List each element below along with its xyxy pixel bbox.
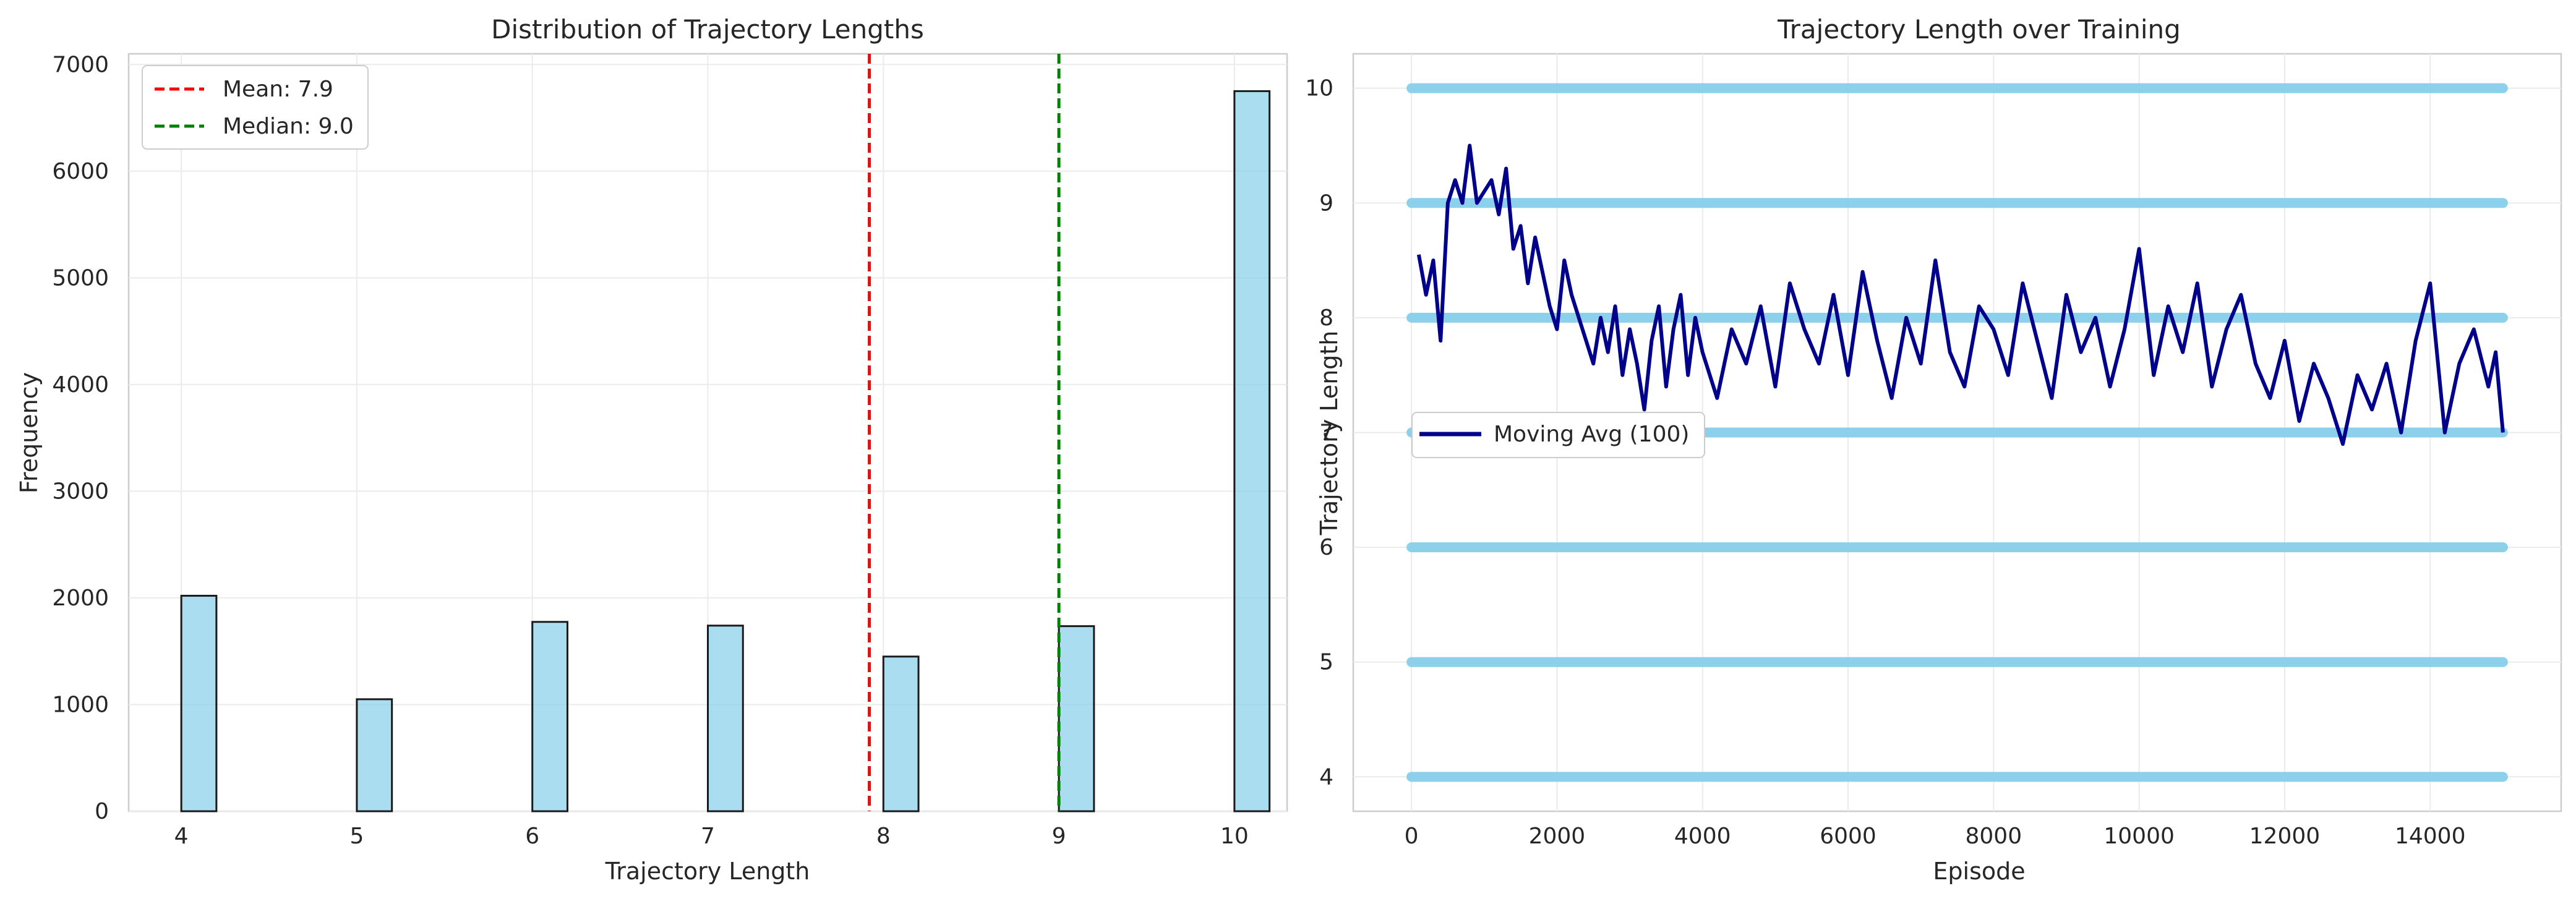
- x-tick-label: 6000: [1820, 824, 1876, 849]
- x-tick-label: 6: [525, 824, 539, 849]
- y-tick-label: 6000: [52, 159, 109, 184]
- x-tick-label: 0: [1405, 824, 1419, 849]
- histogram-x-label: Trajectory Length: [605, 858, 810, 885]
- moving-average-line: [1416, 143, 2505, 446]
- bar: [1058, 625, 1095, 812]
- x-tick-label: 8: [876, 824, 891, 849]
- histogram-legend: Mean: 7.9 Median: 9.0: [142, 65, 369, 150]
- x-tick-label: 10: [1220, 824, 1249, 849]
- y-tick-label: 4: [1319, 764, 1333, 790]
- y-tick-label: 0: [95, 799, 109, 824]
- x-tick-label: 4000: [1674, 824, 1731, 849]
- y-tick-label: 7: [1319, 420, 1333, 446]
- training-legend: Moving Avg (100): [1411, 412, 1705, 458]
- bar: [707, 625, 744, 812]
- histogram-title: Distribution of Trajectory Lengths: [491, 14, 924, 45]
- histogram-panel: 4 5 6 7 8 9 10 0 1000 2000 3000 4000 5000 6000 7000 D…: [15, 14, 1288, 885]
- x-tick-label: 9: [1052, 824, 1066, 849]
- x-tick-label: 14000: [2395, 824, 2466, 849]
- training-x-ticks: 0 2000 4000 6000 8000 10000 12000 14000: [1405, 824, 2466, 849]
- histogram-y-label: Frequency: [15, 372, 43, 493]
- y-tick-label: 3000: [52, 479, 109, 504]
- training-scatter: [1406, 83, 2508, 782]
- training-title: Trajectory Length over Training: [1777, 14, 2181, 45]
- bar: [180, 594, 218, 812]
- x-tick-label: 7: [701, 824, 715, 849]
- training-y-ticks: 4 5 6 7 8 9 10: [1305, 76, 1333, 790]
- y-tick-label: 2000: [52, 586, 109, 611]
- training-legend-box: [1411, 412, 1705, 458]
- x-tick-label: 2000: [1529, 824, 1586, 849]
- x-tick-label: 5: [349, 824, 364, 849]
- legend-moving-avg-label: Moving Avg (100): [1494, 422, 1689, 447]
- histogram-bars: [180, 90, 1271, 812]
- y-tick-label: 5000: [52, 265, 109, 291]
- y-tick-label: 9: [1319, 190, 1333, 216]
- y-tick-label: 8: [1319, 305, 1333, 331]
- x-tick-label: 12000: [2249, 824, 2321, 849]
- histogram-legend-box: [142, 65, 369, 150]
- y-tick-label: 7000: [52, 52, 109, 77]
- legend-median-label: Median: 9.0: [223, 114, 354, 139]
- legend-mean-label: Mean: 7.9: [223, 77, 333, 102]
- y-tick-label: 4000: [52, 372, 109, 398]
- histogram-x-ticks: 4 5 6 7 8 9 10: [174, 824, 1249, 849]
- bar: [531, 621, 568, 812]
- x-tick-label: 8000: [1966, 824, 2022, 849]
- bar: [1233, 90, 1271, 812]
- training-y-label: Trajectory Length: [1316, 331, 1343, 536]
- bar: [356, 698, 393, 812]
- training-moving-average: [1416, 143, 2505, 446]
- x-tick-label: 4: [174, 824, 189, 849]
- y-tick-label: 6: [1319, 535, 1333, 560]
- x-tick-label: 10000: [2103, 824, 2175, 849]
- histogram-reference-lines: [868, 54, 1061, 811]
- training-x-label: Episode: [1933, 858, 2025, 885]
- bar: [882, 655, 920, 812]
- histogram-y-ticks: 0 1000 2000 3000 4000 5000 6000 7000: [52, 52, 109, 824]
- y-tick-label: 1000: [52, 692, 109, 717]
- y-tick-label: 5: [1319, 650, 1333, 675]
- y-tick-label: 10: [1305, 76, 1333, 101]
- training-panel: 0 2000 4000 6000 8000 10000 12000 14000 4 5 6 7 8 9 1…: [1305, 14, 2562, 885]
